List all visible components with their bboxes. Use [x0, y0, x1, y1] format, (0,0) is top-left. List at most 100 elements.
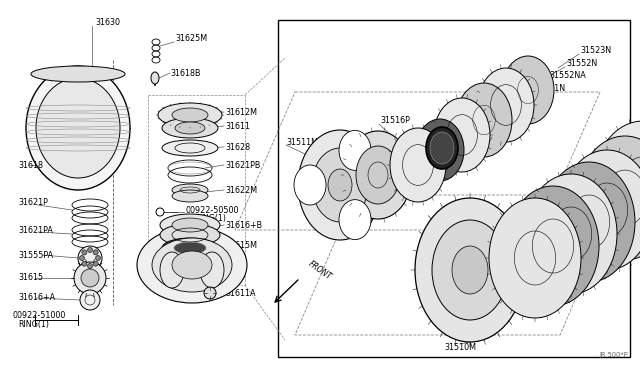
Ellipse shape: [172, 190, 208, 202]
Ellipse shape: [175, 122, 205, 134]
Ellipse shape: [312, 148, 368, 222]
Text: 31615: 31615: [18, 273, 43, 282]
Text: 31618B: 31618B: [170, 68, 200, 77]
Ellipse shape: [593, 121, 640, 251]
Text: 31536N: 31536N: [514, 273, 545, 282]
Text: 31622M: 31622M: [225, 186, 257, 195]
Text: 31630: 31630: [95, 17, 120, 26]
Ellipse shape: [26, 66, 130, 190]
Ellipse shape: [339, 130, 371, 170]
Ellipse shape: [162, 140, 218, 156]
Ellipse shape: [356, 146, 400, 204]
Circle shape: [204, 287, 216, 299]
Ellipse shape: [344, 131, 412, 219]
Text: 31510M: 31510M: [444, 343, 476, 352]
Ellipse shape: [507, 186, 599, 306]
Text: 31625M: 31625M: [175, 33, 207, 42]
Ellipse shape: [543, 162, 635, 282]
Ellipse shape: [162, 118, 218, 138]
Ellipse shape: [137, 227, 247, 303]
Ellipse shape: [502, 56, 554, 124]
Text: 31555PA: 31555PA: [18, 250, 53, 260]
Text: 31611A: 31611A: [225, 289, 255, 298]
Text: 31616+B: 31616+B: [225, 221, 262, 230]
Ellipse shape: [200, 252, 224, 288]
Ellipse shape: [152, 238, 232, 292]
Text: 00922-51000: 00922-51000: [12, 311, 65, 320]
Text: 31618: 31618: [18, 160, 43, 170]
Text: 31538N: 31538N: [593, 214, 624, 222]
Text: 31511M: 31511M: [286, 138, 318, 147]
Bar: [278, 20, 630, 357]
Text: 31552N: 31552N: [566, 58, 597, 67]
Ellipse shape: [525, 174, 617, 294]
Text: 31552NA: 31552NA: [549, 71, 586, 80]
Ellipse shape: [174, 242, 206, 254]
Ellipse shape: [36, 78, 120, 178]
Circle shape: [82, 261, 87, 266]
Ellipse shape: [294, 165, 326, 205]
Text: 31567N: 31567N: [591, 232, 622, 241]
Ellipse shape: [158, 103, 222, 127]
Circle shape: [88, 247, 93, 253]
Text: JR 500*P: JR 500*P: [599, 352, 628, 358]
Ellipse shape: [456, 83, 512, 157]
Ellipse shape: [172, 251, 212, 279]
Text: 31529N: 31529N: [456, 315, 487, 324]
Ellipse shape: [489, 198, 581, 318]
Text: 31517P: 31517P: [516, 96, 546, 105]
Circle shape: [95, 256, 100, 260]
Ellipse shape: [390, 128, 446, 202]
Ellipse shape: [172, 218, 208, 232]
Text: 31516P: 31516P: [380, 115, 410, 125]
Text: 31621PA: 31621PA: [18, 225, 53, 234]
Text: 31621PB: 31621PB: [225, 160, 260, 170]
Ellipse shape: [31, 66, 125, 82]
Circle shape: [82, 250, 87, 255]
Text: 31514N: 31514N: [490, 108, 521, 116]
Ellipse shape: [339, 200, 371, 240]
Ellipse shape: [172, 108, 208, 122]
Text: 31536N: 31536N: [482, 301, 513, 310]
Text: 31532N: 31532N: [591, 247, 622, 257]
Ellipse shape: [478, 68, 534, 142]
Text: 31523N: 31523N: [580, 45, 611, 55]
Circle shape: [93, 261, 98, 266]
Ellipse shape: [430, 132, 454, 164]
Ellipse shape: [298, 130, 382, 240]
Text: FRONT: FRONT: [307, 259, 333, 281]
Ellipse shape: [426, 127, 458, 169]
Ellipse shape: [160, 224, 220, 246]
Ellipse shape: [432, 220, 508, 320]
Text: 31691: 31691: [220, 270, 245, 279]
Ellipse shape: [172, 184, 208, 196]
Text: 31621P: 31621P: [18, 198, 48, 206]
Text: 31521N: 31521N: [534, 83, 565, 93]
Circle shape: [79, 256, 84, 260]
Ellipse shape: [416, 119, 464, 181]
Text: 31623: 31623: [220, 257, 245, 266]
Ellipse shape: [434, 98, 490, 172]
Ellipse shape: [160, 214, 220, 236]
Text: 31612M: 31612M: [225, 108, 257, 116]
Circle shape: [80, 290, 100, 310]
Text: RING(1): RING(1): [18, 320, 49, 328]
Ellipse shape: [162, 238, 218, 258]
Text: 31532N: 31532N: [498, 286, 529, 295]
Text: 31611: 31611: [225, 122, 250, 131]
Ellipse shape: [561, 150, 640, 270]
Text: 00922-50500: 00922-50500: [185, 205, 239, 215]
Circle shape: [93, 250, 98, 255]
Ellipse shape: [415, 198, 525, 342]
Ellipse shape: [328, 169, 352, 201]
Circle shape: [81, 269, 99, 287]
Text: 31628: 31628: [225, 142, 250, 151]
Ellipse shape: [577, 136, 640, 260]
Circle shape: [74, 262, 106, 294]
Ellipse shape: [151, 72, 159, 84]
Text: 31615M: 31615M: [225, 241, 257, 250]
Ellipse shape: [452, 246, 488, 294]
Ellipse shape: [160, 252, 184, 288]
Circle shape: [78, 246, 102, 270]
Text: 31616+A: 31616+A: [18, 294, 55, 302]
